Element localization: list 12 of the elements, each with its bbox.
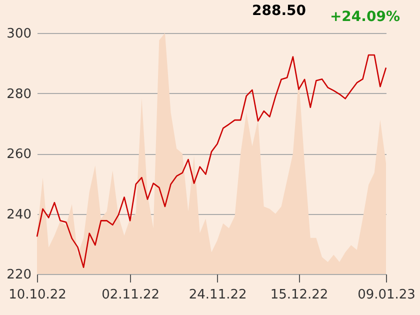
x-tick-label: 02.11.22 — [102, 288, 160, 302]
y-tick-label: 280 — [6, 86, 32, 102]
x-tick-label: 10.10.22 — [8, 288, 66, 302]
y-tick-label: 240 — [6, 207, 32, 222]
text: +24.09% — [330, 9, 400, 25]
y-tick-label: 300 — [6, 26, 32, 42]
x-tick-label: 09.01.23 — [358, 288, 416, 302]
x-tick-label: 15.12.22 — [270, 288, 328, 302]
x-tick-label: 24.11.22 — [188, 288, 247, 302]
y-tick-label: 260 — [6, 147, 32, 162]
text: 288.50 — [252, 3, 306, 19]
y-tick-label: 220 — [6, 268, 32, 282]
